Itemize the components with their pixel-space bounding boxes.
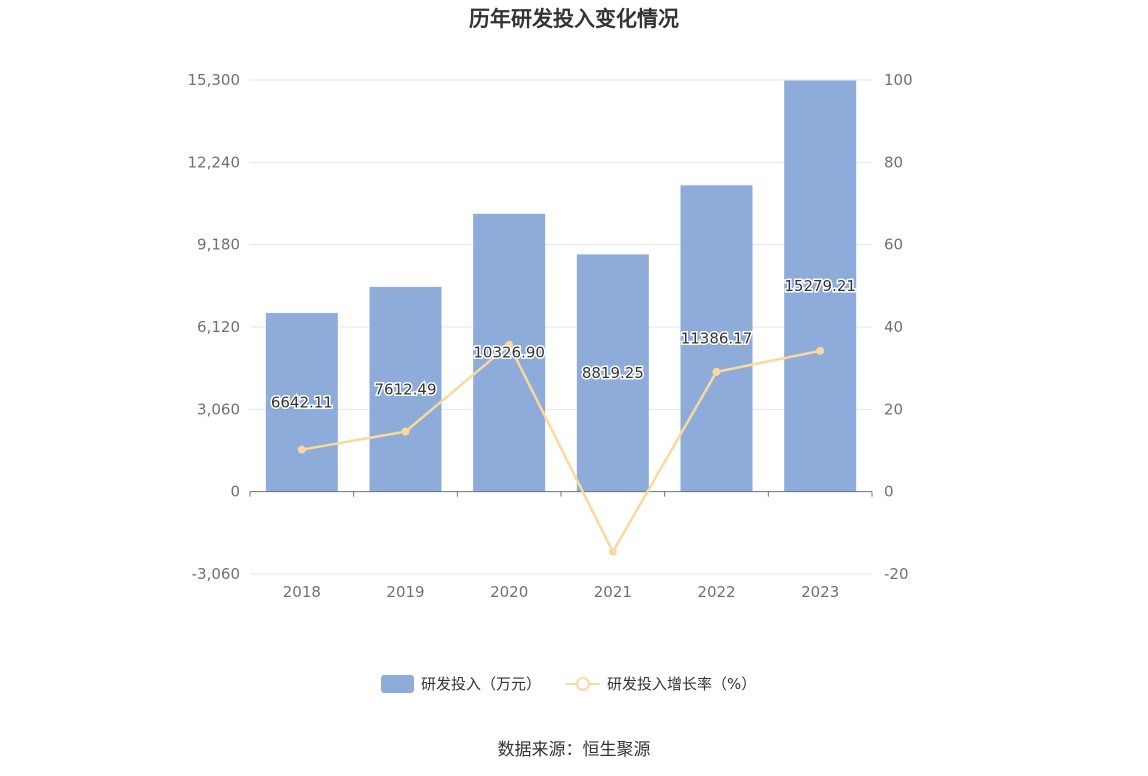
bar — [680, 185, 753, 492]
bar-data-labels: 6642.11 7612.49 10326.90 8819.25 11386.17 152… — [269, 276, 857, 413]
bar-series — [265, 80, 857, 492]
right-tick-label: 0 — [884, 483, 894, 501]
right-tick-label: 40 — [884, 318, 903, 336]
x-tick-label: 2021 — [594, 583, 632, 601]
bar — [473, 213, 546, 492]
x-tick-label: 2019 — [386, 583, 424, 601]
right-tick-label: 60 — [884, 236, 903, 254]
growth-point — [505, 340, 514, 349]
bar — [784, 80, 857, 492]
left-tick-label: 6,120 — [197, 318, 240, 336]
bar — [369, 286, 442, 492]
left-tick-label: -3,060 — [192, 565, 240, 583]
bar — [576, 254, 649, 492]
right-tick-label: 80 — [884, 153, 903, 171]
x-tick-label: 2020 — [490, 583, 528, 601]
right-axis-ticks: -20 0 20 40 60 80 100 — [884, 71, 913, 583]
right-tick-label: 20 — [884, 400, 903, 418]
growth-point — [297, 445, 306, 454]
bar-value-label: 15279.21 — [784, 277, 856, 295]
legend-line-marker[interactable] — [576, 677, 590, 691]
bar-value-label: 10326.90 — [473, 344, 545, 362]
left-tick-label: 9,180 — [197, 236, 240, 254]
legend-bar-swatch[interactable] — [381, 675, 414, 693]
x-tick-label: 2018 — [283, 583, 321, 601]
legend-line-label[interactable]: 研发投入增长率（%） — [607, 675, 756, 693]
bar-value-label: 6642.11 — [271, 393, 333, 411]
growth-line — [301, 342, 821, 555]
left-tick-label: 0 — [230, 483, 240, 501]
left-axis-ticks: -3,060 0 3,060 6,120 9,180 12,240 15,300 — [188, 71, 241, 583]
right-tick-label: -20 — [884, 565, 909, 583]
bar — [265, 312, 338, 492]
growth-point — [712, 367, 721, 376]
bar-value-label: 11386.17 — [681, 329, 753, 347]
x-tick-label: 2023 — [801, 583, 839, 601]
growth-point — [401, 427, 410, 436]
left-tick-label: 15,300 — [188, 71, 241, 89]
legend: 研发投入（万元） 研发投入增长率（%） — [381, 675, 756, 693]
left-tick-label: 12,240 — [188, 153, 241, 171]
left-tick-label: 3,060 — [197, 400, 240, 418]
bar-value-label: 7612.49 — [374, 380, 436, 398]
growth-point — [816, 346, 825, 355]
legend-bar-label[interactable]: 研发投入（万元） — [421, 675, 541, 693]
x-axis-ticks: 2018 2019 2020 2021 2022 2023 — [249, 491, 873, 601]
x-tick-label: 2022 — [697, 583, 735, 601]
source-note: 数据来源：恒生聚源 — [498, 740, 651, 760]
bar-value-label: 8819.25 — [582, 364, 644, 382]
right-tick-label: 100 — [884, 71, 913, 89]
chart-title: 历年研发投入变化情况 — [469, 7, 679, 31]
growth-point — [608, 547, 617, 556]
grid-lines — [250, 79, 872, 575]
line-series — [297, 340, 825, 556]
